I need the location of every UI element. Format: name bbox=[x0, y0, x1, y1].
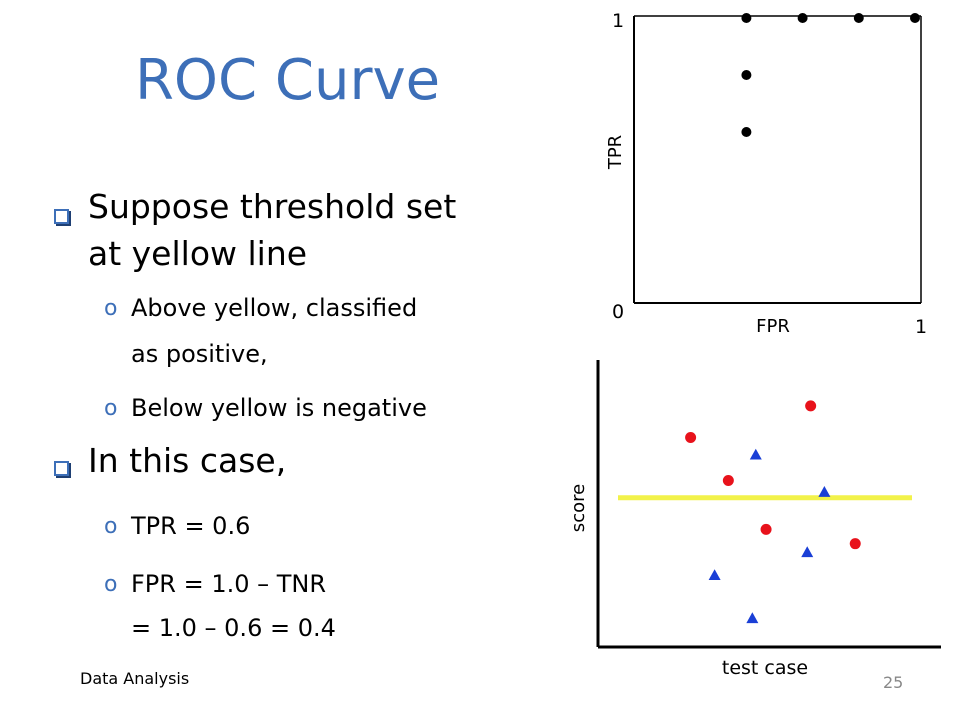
sub-bullet-marker: o bbox=[104, 396, 118, 421]
roc-y-axis-label: TPR bbox=[605, 135, 626, 170]
negative-point bbox=[746, 612, 759, 624]
roc-point bbox=[741, 70, 752, 80]
score-y-axis-label: score bbox=[568, 484, 589, 532]
roc-point bbox=[853, 13, 864, 23]
sub-bullet-2-2-line-2: = 1.0 – 0.6 = 0.4 bbox=[131, 614, 336, 642]
bullet-1-line-2: at yellow line bbox=[88, 234, 308, 273]
roc-point bbox=[741, 13, 752, 23]
positive-point bbox=[805, 400, 817, 412]
roc-x-tick-label: 1 bbox=[915, 316, 927, 338]
sub-bullet-1-2-line-1: Below yellow is negative bbox=[131, 394, 427, 422]
roc-origin-label: 0 bbox=[612, 301, 624, 323]
sub-bullet-marker: o bbox=[104, 296, 118, 321]
negative-point bbox=[801, 546, 814, 558]
sub-bullet-marker: o bbox=[104, 572, 118, 597]
sub-bullet-1-1-line-2: as positive, bbox=[131, 340, 268, 368]
roc-point bbox=[910, 13, 920, 23]
bullet-1-line-1: Suppose threshold set bbox=[88, 187, 457, 226]
positive-point bbox=[849, 538, 861, 550]
negative-point bbox=[818, 486, 831, 497]
bullet-square-icon bbox=[54, 461, 69, 476]
sub-bullet-2-2-line-1: FPR = 1.0 – TNR bbox=[131, 570, 327, 598]
positive-point bbox=[722, 475, 734, 487]
bullet-2-line-1: In this case, bbox=[88, 441, 287, 480]
roc-chart: 0 1 1 FPR TPR bbox=[605, 10, 927, 338]
footer-left: Data Analysis bbox=[80, 669, 190, 688]
sub-bullet-marker: o bbox=[104, 514, 118, 539]
bullet-square-icon bbox=[54, 209, 69, 224]
negative-point bbox=[708, 569, 721, 581]
sub-bullet-2-1-line-1: TPR = 0.6 bbox=[131, 512, 251, 540]
page-number: 25 bbox=[883, 673, 904, 692]
slide-title: ROC Curve bbox=[135, 48, 441, 113]
roc-point bbox=[741, 127, 752, 137]
score-chart: score test case bbox=[568, 360, 941, 679]
roc-point bbox=[797, 13, 808, 23]
positive-point bbox=[685, 431, 697, 443]
roc-x-axis-label: FPR bbox=[756, 316, 790, 337]
sub-bullet-1-1-line-1: Above yellow, classified bbox=[131, 294, 418, 322]
roc-y-tick-label: 1 bbox=[612, 10, 624, 32]
score-x-axis-label: test case bbox=[722, 657, 808, 679]
negative-point bbox=[749, 448, 762, 460]
positive-point bbox=[760, 523, 772, 535]
